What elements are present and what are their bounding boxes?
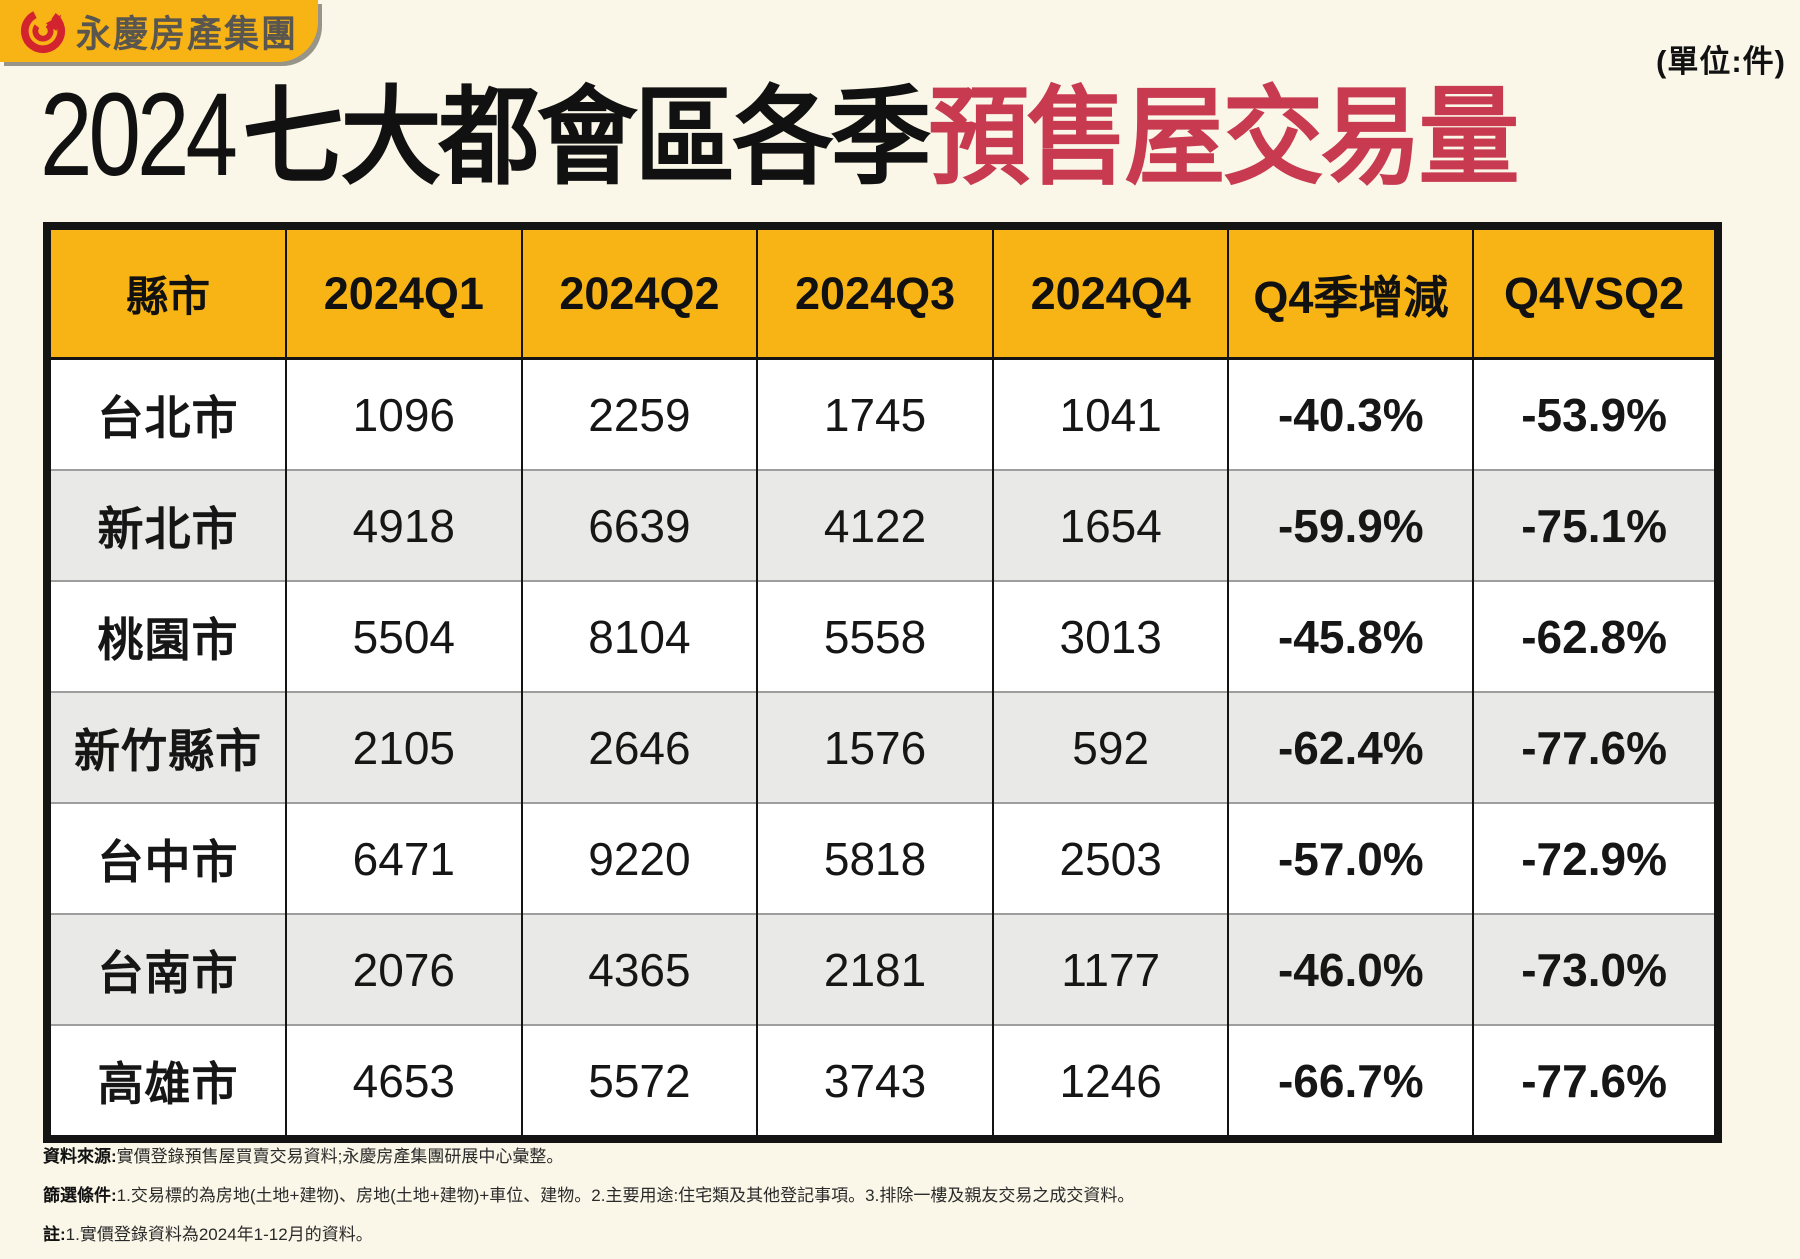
header-q4-qoq: Q4季增減 — [1227, 226, 1474, 360]
cell-q2: 2646 — [520, 691, 758, 803]
cell-q2: 5572 — [520, 1024, 758, 1139]
brand-name: 永慶房產集團 — [76, 13, 299, 55]
cell-q4: 2503 — [991, 802, 1229, 914]
cell-q4vsq2: -53.9% — [1472, 358, 1718, 470]
cell-q1: 6471 — [285, 802, 522, 914]
table-row: 新北市 4918 6639 4122 1654 -59.9% -75.1% — [47, 469, 1718, 581]
cell-q4: 1654 — [991, 469, 1229, 581]
cell-q4: 1246 — [991, 1024, 1229, 1139]
cell-city: 台北市 — [97, 391, 239, 444]
cell-q4vsq2: -62.8% — [1472, 580, 1718, 692]
note-source-label: 資料來源: — [43, 1147, 117, 1166]
header-row: 縣市 2024Q1 2024Q2 2024Q3 2024Q4 Q4季增減 Q4V… — [47, 226, 1718, 360]
cell-q2: 8104 — [520, 580, 758, 692]
note-filter-text: 1.交易標的為房地(土地+建物)、房地(土地+建物)+車位、建物。2.主要用途:… — [116, 1186, 1135, 1205]
yungching-logo-icon — [20, 8, 66, 54]
cell-city: 台南市 — [47, 913, 287, 1025]
cell-q4-qoq: -66.7% — [1227, 1024, 1474, 1139]
cell-q4-qoq: -46.0% — [1227, 913, 1474, 1025]
table-row: 新竹縣市 2105 2646 1576 592 -62.4% -77.6% — [47, 691, 1718, 803]
cell-q4-qoq: -57.0% — [1227, 802, 1474, 914]
note-source: 資料來源:實價登錄預售屋買賣交易資料;永慶房產集團研展中心彙整。 — [43, 1142, 1770, 1167]
cell-q4: 3013 — [991, 580, 1229, 692]
cell-q4vsq2: -77.6% — [1472, 691, 1718, 803]
cell-q3: 4122 — [756, 469, 993, 581]
cell-q1: 4918 — [285, 469, 522, 581]
header-2024q4: 2024Q4 — [991, 226, 1229, 360]
table-row: 高雄市 4653 5572 3743 1246 -66.7% -77.6% — [47, 1024, 1718, 1139]
cell-q3: 5818 — [756, 802, 993, 914]
cell-q4: 1041 — [991, 358, 1229, 470]
cell-q3: 2181 — [756, 913, 993, 1025]
cell-q1: 1096 — [285, 358, 522, 470]
title-black-part: 七大都會區各季 — [242, 78, 932, 198]
table-row: 桃園市 5504 8104 5558 3013 -45.8% -62.8% — [47, 580, 1718, 692]
cell-q2: 4365 — [520, 913, 758, 1025]
header-2024q2: 2024Q2 — [520, 226, 758, 360]
cell-q4-qoq: -40.3% — [1227, 358, 1474, 470]
cell-q4-qoq: -62.4% — [1227, 691, 1474, 803]
cell-city: 桃園市 — [47, 580, 287, 692]
unit-label: (單位:件) — [1656, 44, 1786, 79]
header-2024q3: 2024Q3 — [756, 226, 993, 360]
note-source-text: 實價登錄預售屋買賣交易資料;永慶房產集團研展中心彙整。 — [116, 1147, 564, 1166]
note-filter-label: 篩選條件: — [43, 1186, 117, 1205]
cell-q4-qoq: -45.8% — [1227, 580, 1474, 692]
table-row: 台南市 2076 4365 2181 1177 -46.0% -73.0% — [47, 913, 1718, 1025]
cell-q3: 1576 — [756, 691, 993, 803]
cell-city: 新北市 — [47, 469, 287, 581]
cell-q4vsq2: -75.1% — [1472, 469, 1718, 581]
note-filter: 篩選條件:1.交易標的為房地(土地+建物)、房地(土地+建物)+車位、建物。2.… — [43, 1181, 1770, 1206]
cell-q2: 9220 — [520, 802, 758, 914]
table-body: 台北市 1096 2259 1745 1041 -40.3% -53.9% 新北… — [47, 358, 1718, 1139]
cell-q4: 592 — [991, 691, 1229, 803]
transactions-table: 縣市 2024Q1 2024Q2 2024Q3 2024Q4 Q4季增減 Q4V… — [43, 222, 1722, 1143]
cell-q4-qoq: -59.9% — [1227, 469, 1474, 581]
cell-q4: 1177 — [991, 913, 1229, 1025]
cell-q1: 4653 — [285, 1024, 522, 1139]
cell-q2: 6639 — [520, 469, 758, 581]
cell-q3: 1745 — [756, 358, 993, 470]
header-q4vsq2: Q4VSQ2 — [1472, 226, 1718, 360]
cell-city: 新竹縣市 — [47, 691, 287, 803]
cell-city: 台中市 — [47, 802, 287, 914]
header-2024q1: 2024Q1 — [285, 226, 522, 360]
cell-city: 高雄市 — [47, 1024, 287, 1139]
cell-q1: 2105 — [285, 691, 522, 803]
cell-q4vsq2: -77.6% — [1472, 1024, 1718, 1139]
cell-q1: 5504 — [285, 580, 522, 692]
footer-notes: 資料來源:實價登錄預售屋買賣交易資料;永慶房產集團研展中心彙整。 篩選條件:1.… — [43, 1142, 1770, 1259]
cell-q3: 5558 — [756, 580, 993, 692]
note-remark-label: 註: — [43, 1225, 66, 1244]
brand-badge: 永慶房產集團 — [0, 0, 318, 62]
page-title: 2024七大都會區各季預售屋交易量 — [40, 69, 1520, 201]
cell-q4vsq2: -73.0% — [1472, 913, 1718, 1025]
cell-q4vsq2: -72.9% — [1472, 802, 1718, 914]
cell-q1: 2076 — [285, 913, 522, 1025]
title-year: 2024 — [40, 69, 238, 201]
table-row: 台北市 1096 2259 1745 1041 -40.3% -53.9% — [47, 358, 1718, 470]
header-city: 縣市 — [47, 226, 287, 360]
table-header: 縣市 2024Q1 2024Q2 2024Q3 2024Q4 Q4季增減 Q4V… — [47, 226, 1718, 360]
cell-q2: 2259 — [520, 358, 758, 470]
note-remark-text: 1.實價登錄資料為2024年1-12月的資料。 — [65, 1225, 373, 1244]
cell-q3: 3743 — [756, 1024, 993, 1139]
title-red-part: 預售屋交易量 — [928, 78, 1520, 198]
note-remark: 註:1.實價登錄資料為2024年1-12月的資料。 — [43, 1220, 1770, 1245]
table-row: 台中市 6471 9220 5818 2503 -57.0% -72.9% — [47, 802, 1718, 914]
